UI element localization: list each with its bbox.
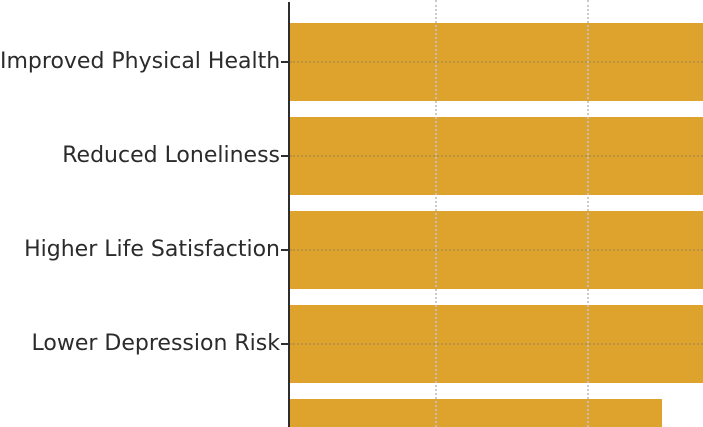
horizontal-gridline: [290, 61, 703, 63]
y-tick-label: Lower Depression Risk: [31, 331, 280, 356]
horizontal-gridline: [290, 343, 703, 345]
y-tick-mark: [281, 343, 288, 345]
vertical-gridline: [587, 0, 589, 427]
y-tick-mark: [281, 61, 288, 63]
bar: [290, 117, 703, 195]
y-tick-label: Improved Physical Health: [0, 49, 281, 74]
y-tick-mark: [281, 249, 288, 251]
y-tick-label: Reduced Loneliness: [62, 143, 280, 168]
y-axis-line: [288, 2, 290, 427]
horizontal-gridline: [290, 249, 703, 251]
y-tick-mark: [281, 155, 288, 157]
bar: [290, 23, 703, 101]
bar: [290, 399, 662, 427]
bar: [290, 305, 703, 383]
vertical-gridline: [435, 0, 437, 427]
horizontal-gridline: [290, 155, 703, 157]
bar: [290, 211, 703, 289]
y-tick-label: Higher Life Satisfaction: [24, 237, 280, 262]
